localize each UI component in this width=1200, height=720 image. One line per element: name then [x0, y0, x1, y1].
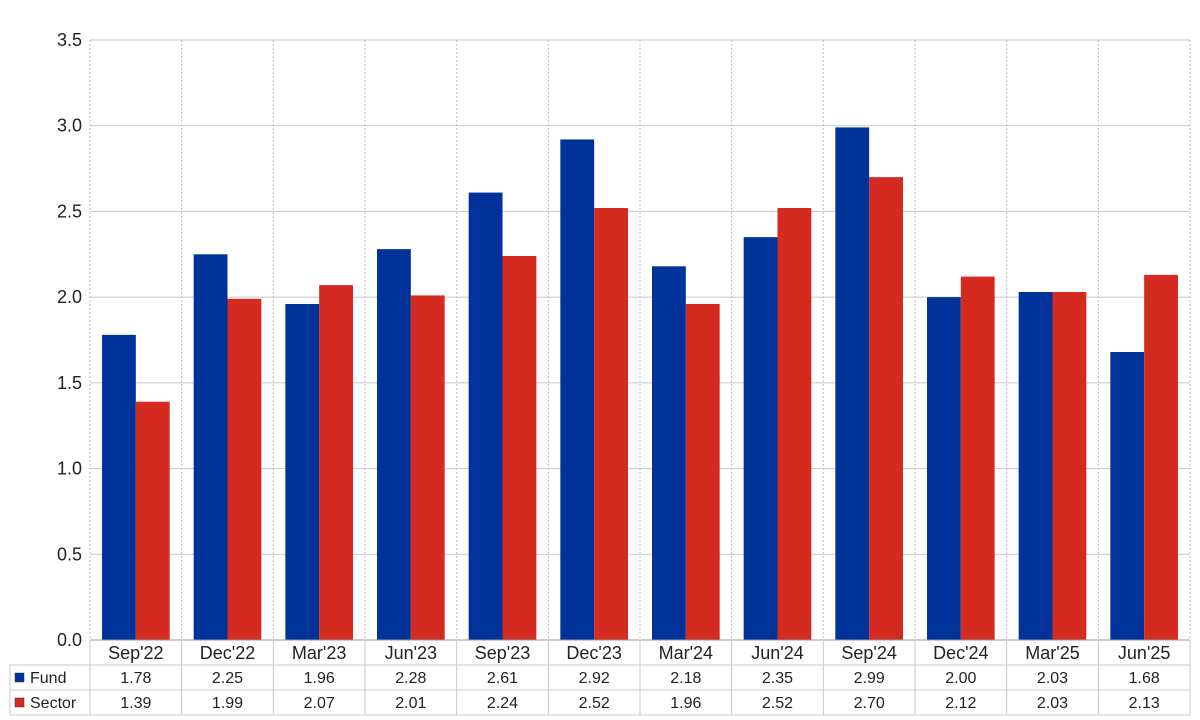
bar-sector: [960, 276, 995, 640]
bar-sector: [135, 401, 170, 640]
bar-fund: [1110, 352, 1145, 640]
data-label-fund: 2.18: [670, 670, 701, 687]
data-label-fund: 2.61: [487, 670, 518, 687]
grid-layer: [89, 39, 1191, 641]
x-tick-label: Dec'22: [200, 643, 255, 663]
data-table: Sep'22 Dec'22 Mar'23 Jun'23 Sep'23 Dec'23 Mar'…: [9, 640, 1191, 716]
y-tick-label: 0.5: [57, 544, 82, 564]
data-label-sector: 2.03: [1037, 695, 1068, 712]
x-tick-label: Jun'24: [751, 643, 803, 663]
data-label-fund: 1.68: [1129, 670, 1160, 687]
y-tick-label: 3.0: [57, 116, 82, 136]
bar-sector: [227, 298, 262, 640]
bar-fund: [743, 237, 778, 640]
legend-swatch-fund: [14, 672, 25, 683]
x-tick-label: Dec'24: [933, 643, 988, 663]
x-tick-label: Mar'23: [292, 643, 346, 663]
data-label-sector: 1.96: [670, 695, 701, 712]
y-tick-label: 2.0: [57, 287, 82, 307]
bars-layer: [102, 127, 1178, 641]
legend-label-fund: Fund: [30, 670, 66, 687]
bar-fund: [927, 297, 961, 640]
data-label-fund: 2.28: [395, 670, 426, 687]
data-label-sector: 2.24: [487, 695, 518, 712]
x-tick-label: Sep'22: [108, 643, 164, 663]
legend-label-sector: Sector: [30, 695, 77, 712]
bar-fund: [377, 249, 411, 640]
data-label-sector: 2.01: [395, 695, 426, 712]
x-tick-label: Mar'25: [1025, 643, 1079, 663]
bar-sector: [1052, 292, 1087, 640]
bar-sector: [869, 177, 903, 640]
bar-fund: [1018, 292, 1053, 640]
y-tick-label: 1.5: [57, 373, 82, 393]
data-label-fund: 2.00: [945, 670, 976, 687]
x-tick-label: Mar'24: [659, 643, 713, 663]
bar-sector: [594, 208, 628, 640]
data-label-fund: 2.25: [212, 670, 243, 687]
x-tick-label: Sep'24: [841, 643, 897, 663]
data-label-fund: 2.03: [1037, 670, 1068, 687]
data-label-sector: 1.39: [120, 695, 151, 712]
y-tick-label: 0.0: [57, 630, 82, 650]
y-tick-label: 3.5: [57, 30, 82, 50]
bar-sector: [685, 304, 720, 640]
data-label-fund: 1.78: [120, 670, 151, 687]
data-label-fund: 1.96: [304, 670, 335, 687]
data-label-sector: 2.70: [854, 695, 885, 712]
data-label-fund: 2.35: [762, 670, 793, 687]
bar-sector: [502, 256, 537, 640]
bar-fund: [560, 139, 595, 640]
y-tick-label: 1.0: [57, 459, 82, 479]
bar-fund: [468, 192, 503, 641]
bar-sector: [410, 295, 445, 640]
x-tick-label: Jun'25: [1118, 643, 1170, 663]
bar-sector: [777, 208, 812, 640]
data-label-sector: 2.12: [945, 695, 976, 712]
bar-sector: [1144, 274, 1178, 640]
bar-fund: [102, 334, 136, 640]
data-label-sector: 2.52: [762, 695, 793, 712]
y-tick-label: 2.5: [57, 201, 82, 221]
bar-fund: [193, 254, 228, 641]
x-tick-label: Jun'23: [385, 643, 437, 663]
x-tick-label: Sep'23: [475, 643, 531, 663]
x-tick-label: Dec'23: [566, 643, 621, 663]
data-label-fund: 2.99: [854, 670, 885, 687]
bar-fund: [285, 304, 320, 640]
bar-sector: [319, 285, 353, 640]
legend-swatch-sector: [14, 697, 25, 708]
bar-fund: [835, 127, 870, 640]
bar-fund: [652, 266, 686, 640]
data-label-sector: 2.52: [579, 695, 610, 712]
data-label-sector: 2.07: [304, 695, 335, 712]
data-label-sector: 1.99: [212, 695, 243, 712]
data-label-fund: 2.92: [579, 670, 610, 687]
data-label-sector: 2.13: [1129, 695, 1160, 712]
